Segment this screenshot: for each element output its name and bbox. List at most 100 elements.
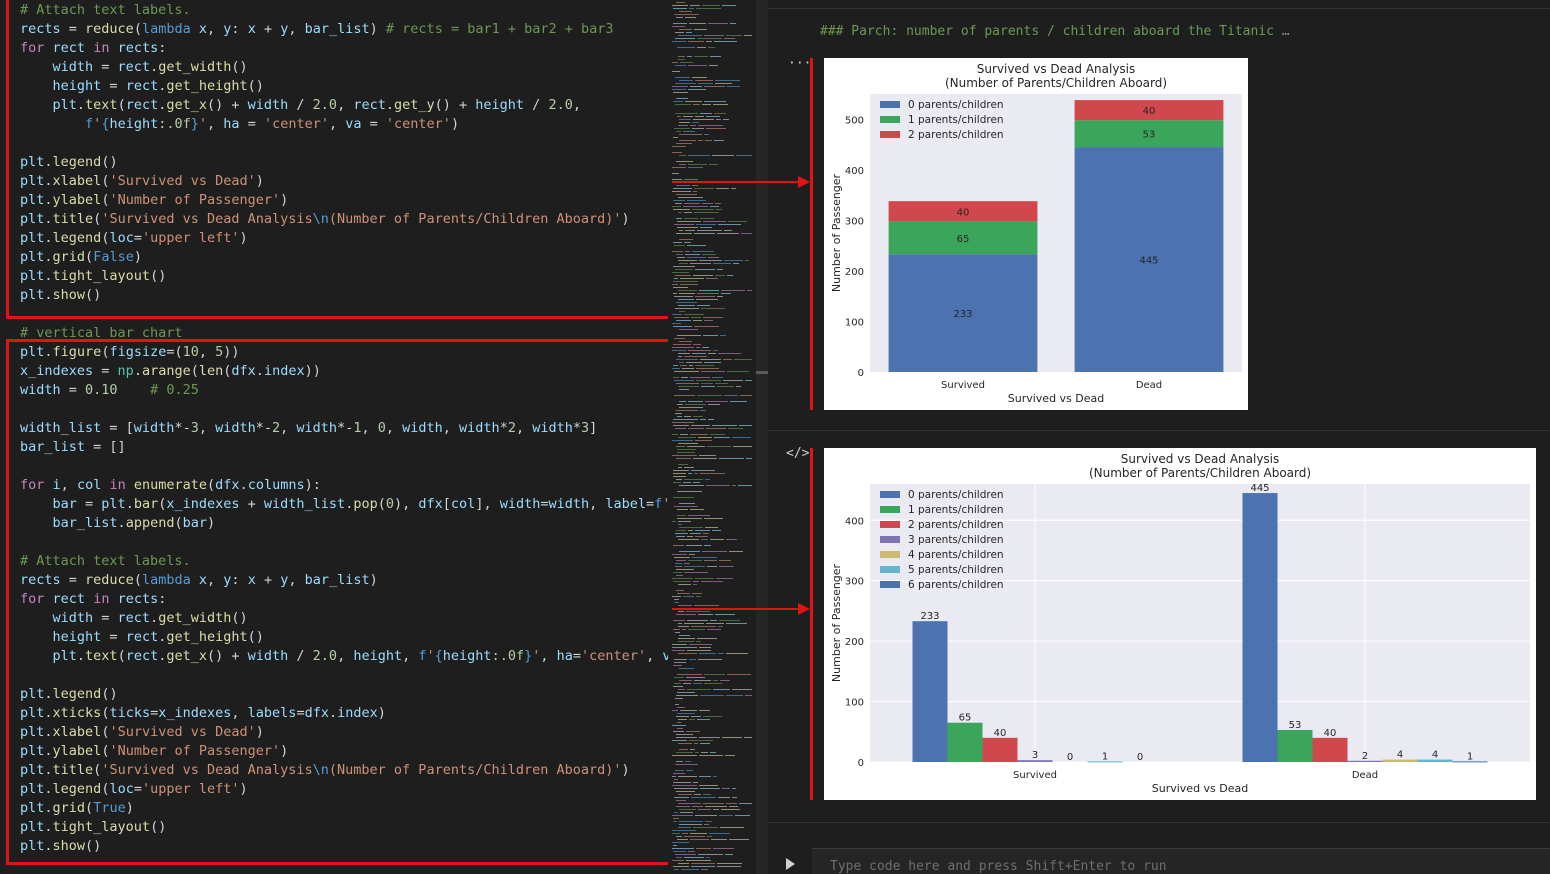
code-line[interactable]: f'{height:.0f}', ha = 'center', va = 'ce… [20,115,668,134]
code-line[interactable]: # vertical bar chart [20,324,668,343]
code-line[interactable]: plt.legend() [20,153,668,172]
minimap-line [673,293,677,294]
code-line[interactable]: x_indexes = np.arange(len(dfx.index)) [20,362,668,381]
code-token: 'center' [385,116,451,132]
minimap-line [692,122,699,123]
code-line[interactable]: plt.tight_layout() [20,267,668,286]
code-block[interactable]: # Attach text labels. rects = reduce(lamb… [20,1,668,856]
code-line[interactable]: for i, col in enumerate(dfx.columns): [20,476,668,495]
code-line[interactable]: width = rect.get_width() [20,609,668,628]
code-token: get_height [166,629,248,645]
code-token: () [101,686,118,702]
minimap-line [676,569,694,570]
minimap-line [727,275,733,276]
code-token: bar [133,496,159,512]
cell-menu-icon[interactable]: ··· [788,56,812,71]
code-line[interactable]: plt.xlabel('Survived vs Dead') [20,172,668,191]
minimap-line [691,317,701,318]
code-token: label [605,496,647,512]
minimap-line [733,263,739,264]
minimap-line [679,527,703,528]
code-token: np [117,363,134,379]
code-toggle-icon[interactable]: </> [786,446,810,461]
code-line[interactable]: plt.title('Survived vs Dead Analysis\n(N… [20,210,668,229]
minimap-line [674,659,687,660]
code-line[interactable]: bar_list.append(bar) [20,514,668,533]
minimap-line [693,482,700,483]
code-line[interactable]: rects = reduce(lambda x, y: x + y, bar_l… [20,20,668,39]
code-line[interactable]: width = rect.get_width() [20,58,668,77]
code-line[interactable]: plt.legend() [20,685,668,704]
code-token: \n [312,211,329,227]
code-line[interactable]: plt.legend(loc='upper left') [20,229,668,248]
code-line[interactable]: plt.show() [20,286,668,305]
minimap-line [672,440,693,441]
minimap-line [689,740,713,741]
minimap-line [693,458,717,459]
code-line[interactable]: height = rect.get_height() [20,628,668,647]
code-input[interactable]: Type code here and press Shift+Enter to … [812,848,1550,874]
minimap-line [713,680,718,681]
markdown-cell[interactable]: ### Parch: number of parents / children … [820,24,1290,39]
minimap-line [672,62,678,63]
code-line[interactable]: plt.show() [20,837,668,856]
code-line[interactable]: for rect in rects: [20,39,668,58]
code-token: ( [174,515,183,531]
code-line[interactable]: plt.text(rect.get_x() + width / 2.0, rec… [20,96,668,115]
y-tick-label: 300 [845,216,864,227]
minimap-line [673,482,681,483]
minimap-line [686,32,692,33]
scrollbar[interactable] [756,0,768,874]
code-editor[interactable]: # Attach text labels. rects = reduce(lamb… [0,0,668,874]
run-icon[interactable] [786,858,795,870]
code-token: get_x [166,648,207,664]
minimap-line [685,230,695,231]
code-line[interactable]: plt.xticks(ticks=x_indexes, labels=dfx.i… [20,704,668,723]
ellipsis-icon[interactable]: … [1281,24,1290,39]
code-line[interactable]: bar = plt.bar(x_indexes + width_list.pop… [20,495,668,514]
code-line[interactable]: plt.xlabel('Survived vs Dead') [20,723,668,742]
minimap-line [695,296,715,297]
code-line[interactable]: bar_list = [] [20,438,668,457]
bar [982,737,1018,762]
bar-segment [1074,100,1224,121]
minimap[interactable] [668,0,756,874]
minimap-line [699,755,723,756]
minimap-line [672,146,686,147]
code-line[interactable]: plt.grid(True) [20,799,668,818]
minimap-line [689,644,712,645]
data-label: 0 [1067,752,1073,763]
code-line[interactable]: plt.tight_layout() [20,818,668,837]
code-token: , [198,344,216,360]
minimap-line [694,743,698,744]
code-line[interactable]: width = 0.10 # 0.25 [20,381,668,400]
code-line[interactable]: for rect in rects: [20,590,668,609]
code-line[interactable]: # Attach text labels. [20,552,668,571]
code-line[interactable]: plt.ylabel('Number of Passenger') [20,742,668,761]
code-line[interactable]: plt.figure(figsize=(10, 5)) [20,343,668,362]
scrollbar-thumb[interactable] [756,371,768,374]
code-line[interactable]: plt.text(rect.get_x() + width / 2.0, hei… [20,647,668,666]
code-line[interactable]: rects = reduce(lambda x, y: x + y, bar_l… [20,571,668,590]
code-token: dfx [215,477,240,493]
code-line[interactable]: plt.legend(loc='upper left') [20,780,668,799]
minimap-line [698,140,703,141]
code-line[interactable]: plt.ylabel('Number of Passenger') [20,191,668,210]
code-line[interactable]: height = rect.get_height() [20,77,668,96]
data-label: 3 [1032,750,1038,761]
code-line[interactable]: plt.grid(False) [20,248,668,267]
code-token: = [76,496,102,512]
minimap-line [676,320,691,321]
minimap-line [679,362,684,363]
code-line[interactable]: # Attach text labels. [20,1,668,20]
minimap-line [740,395,752,396]
code-line[interactable]: plt.title('Survived vs Dead Analysis\n(N… [20,761,668,780]
minimap-line [698,614,713,615]
minimap-line [730,23,736,24]
minimap-line [678,125,688,126]
chart2-svg: Survived vs Dead Analysis(Number of Pare… [830,452,1530,795]
minimap-line [675,65,686,66]
code-token: . [44,743,53,759]
code-line[interactable]: width_list = [width*-3, width*-2, width*… [20,419,668,438]
minimap-line [678,467,682,468]
